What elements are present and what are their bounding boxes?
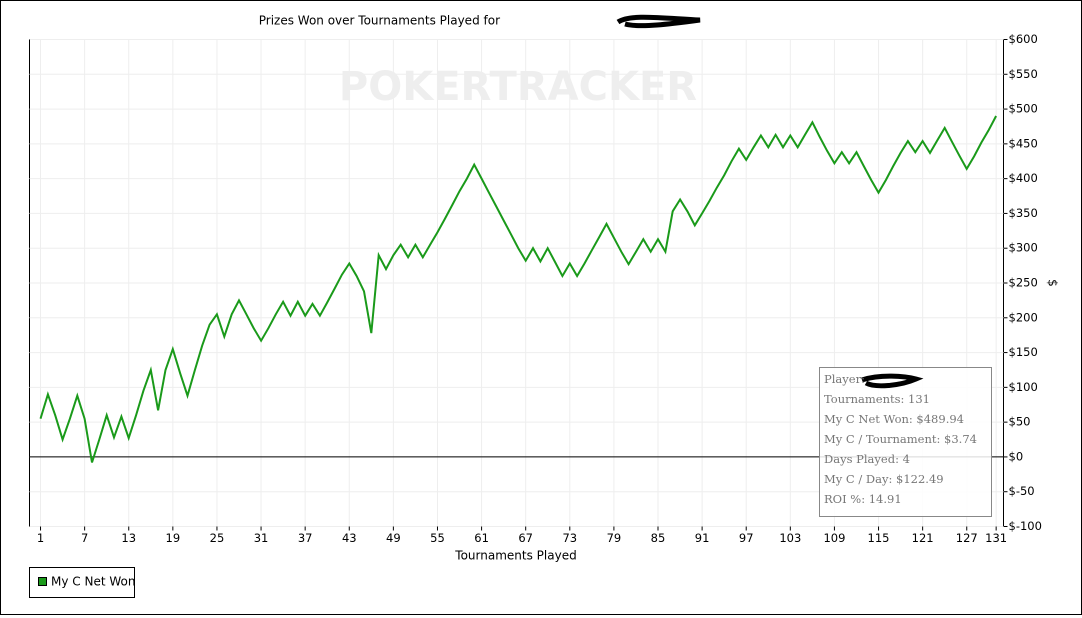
info-line: Player: [824, 372, 865, 386]
x-tick-label: 13 [121, 531, 136, 545]
x-tick-label: 49 [386, 531, 401, 545]
x-tick-label: 37 [298, 531, 313, 545]
x-tick-label: 103 [779, 531, 801, 545]
x-axis-label: Tournaments Played [454, 549, 576, 563]
x-tick-label: 67 [518, 531, 533, 545]
x-tick-label: 61 [474, 531, 489, 545]
info-line: Tournaments: 131 [824, 392, 930, 406]
y-tick-label: $250 [1009, 276, 1038, 290]
x-tick-label: 121 [912, 531, 934, 545]
x-tick-label: 91 [695, 531, 710, 545]
data-line [39, 115, 997, 463]
y-tick-label: $150 [1009, 345, 1038, 359]
x-tick-label: 131 [985, 531, 1007, 545]
info-box [819, 367, 992, 517]
x-tick-label: 127 [956, 531, 978, 545]
redaction [861, 373, 924, 389]
x-tick-label: 85 [651, 531, 666, 545]
y-axis-label: $ [1046, 279, 1060, 287]
y-tick-label: $450 [1009, 136, 1038, 150]
info-line: ROI %: 14.91 [824, 492, 902, 506]
redaction [616, 14, 701, 29]
info-line: My C / Day: $122.49 [824, 472, 944, 486]
y-tick-label: $350 [1009, 206, 1038, 220]
x-tick-label: 19 [166, 531, 181, 545]
chart-title: Prizes Won over Tournaments Played for [259, 14, 500, 28]
x-tick-label: 43 [342, 531, 357, 545]
y-tick-label: $-50 [1009, 484, 1035, 498]
info-line: My C Net Won: $489.94 [824, 412, 964, 426]
y-tick-label: $0 [1009, 449, 1024, 463]
x-tick-label: 7 [81, 531, 88, 545]
x-tick-label: 97 [739, 531, 754, 545]
y-tick-label: $50 [1009, 415, 1031, 429]
y-tick-label: $300 [1009, 241, 1038, 255]
x-tick-label: 109 [823, 531, 845, 545]
y-tick-label: $400 [1009, 171, 1038, 185]
info-line: Days Played: 4 [824, 452, 910, 466]
x-tick-label: 115 [868, 531, 890, 545]
legend-label: My C Net Won [51, 575, 135, 589]
y-tick-label: $200 [1009, 310, 1038, 324]
watermark: POKERTRACKER [339, 64, 697, 110]
x-tick-label: 31 [254, 531, 269, 545]
y-tick-label: $500 [1009, 102, 1038, 116]
y-tick-label: $550 [1009, 67, 1038, 81]
x-tick-label: 25 [210, 531, 225, 545]
x-tick-label: 55 [430, 531, 445, 545]
y-tick-label: $100 [1009, 380, 1038, 394]
y-tick-label: $-100 [1009, 519, 1042, 533]
info-line: My C / Tournament: $3.74 [824, 432, 977, 446]
x-tick-label: 73 [562, 531, 577, 545]
x-tick-label: 79 [607, 531, 622, 545]
x-tick-label: 1 [37, 531, 44, 545]
legend-swatch [38, 577, 47, 586]
y-tick-label: $600 [1009, 32, 1038, 46]
